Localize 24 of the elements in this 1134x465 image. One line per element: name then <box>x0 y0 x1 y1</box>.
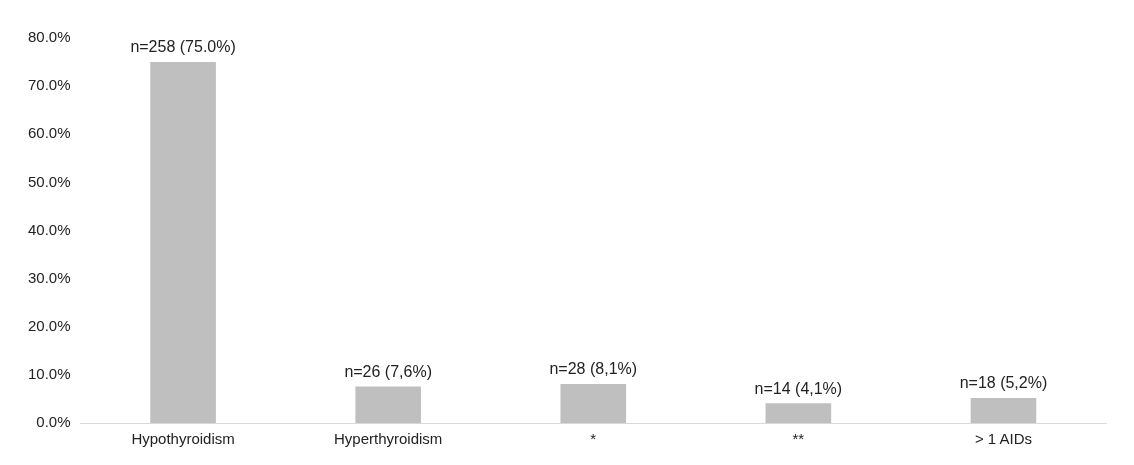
data-label: n=18 (5,2%) <box>959 374 1048 392</box>
x-tick-label: Hypothyroidism <box>131 430 235 448</box>
x-tick-label: ** <box>792 430 805 448</box>
bar <box>765 403 832 423</box>
y-tick-label: 70.0% <box>27 76 71 94</box>
bar <box>970 397 1037 423</box>
x-tick-label: * <box>590 430 597 448</box>
x-tick-label: > 1 AIDs <box>974 430 1033 448</box>
bar <box>560 384 627 423</box>
y-tick-label: 0.0% <box>36 413 71 431</box>
data-label: n=28 (8,1%) <box>549 360 638 378</box>
x-tick-label: Hyperthyroidism <box>333 430 443 448</box>
data-label: n=26 (7,6%) <box>344 362 432 380</box>
y-tick-label: 40.0% <box>27 220 71 238</box>
y-tick-label: 20.0% <box>27 316 71 334</box>
y-tick-label: 50.0% <box>27 172 71 190</box>
data-label: n=14 (4,1%) <box>754 379 843 397</box>
y-tick-label: 60.0% <box>27 124 71 142</box>
y-tick-label: 10.0% <box>27 365 71 383</box>
y-tick-label: 80.0% <box>27 28 71 46</box>
y-tick-label: 30.0% <box>27 268 71 286</box>
data-label: n=258 (75.0%) <box>130 38 236 56</box>
bar <box>150 62 216 423</box>
bar <box>355 386 421 423</box>
